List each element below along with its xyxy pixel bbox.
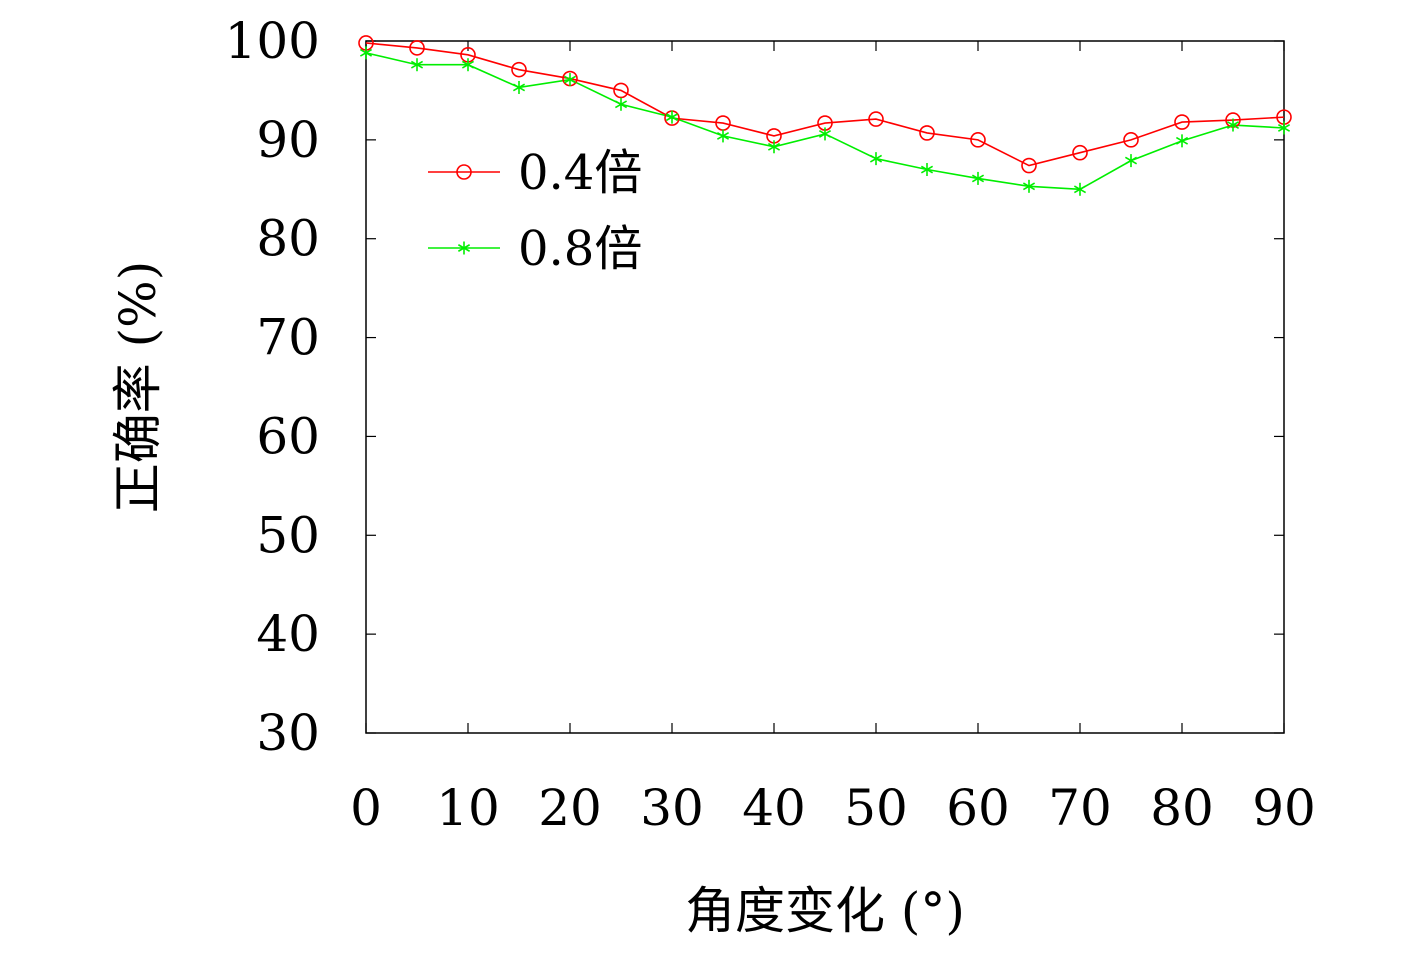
x-tick-label: 10 xyxy=(436,779,500,837)
legend-swatch-marker xyxy=(456,164,472,180)
x-axis-title: 角度变化 (°) xyxy=(685,882,965,940)
data-point-series-2 xyxy=(461,58,475,72)
x-tick-label: 0 xyxy=(350,779,382,837)
y-tick-label: 100 xyxy=(225,12,320,70)
data-point-series-2 xyxy=(920,163,934,177)
legend-item: 0.4倍 xyxy=(428,145,642,201)
data-point-series-2 xyxy=(512,80,526,94)
x-tick-label: 40 xyxy=(742,779,806,837)
data-point-series-2 xyxy=(1124,154,1138,168)
y-axis-title: 正确率 (%) xyxy=(109,261,167,513)
x-tick-label: 30 xyxy=(640,779,704,837)
y-tick-label: 50 xyxy=(256,506,320,564)
data-point-series-2 xyxy=(410,58,424,72)
data-point-series-2 xyxy=(869,152,883,166)
data-point-series-1 xyxy=(1072,144,1088,161)
data-point-series-1 xyxy=(511,61,527,78)
y-tick-label: 40 xyxy=(256,605,320,663)
axis-ticks xyxy=(365,40,1285,734)
data-point-series-1 xyxy=(970,132,986,148)
data-point-series-1 xyxy=(868,111,884,127)
y-tick-label: 90 xyxy=(256,111,320,169)
legend-item: 0.8倍 xyxy=(428,221,642,277)
y-tick-label: 80 xyxy=(256,210,320,268)
data-point-series-2 xyxy=(767,140,781,154)
data-point-series-2 xyxy=(971,171,985,185)
data-point-series-2 xyxy=(1277,121,1291,135)
plot-frame xyxy=(365,40,1285,734)
data-point-series-1 xyxy=(1174,114,1190,130)
y-tick-label: 60 xyxy=(256,407,320,465)
data-point-series-2 xyxy=(716,129,730,143)
x-tick-label: 60 xyxy=(946,779,1010,837)
tick-labels: 0 10 20 30 40 50 60 70 80 90 30 40 50 60 70 80 90 100 xyxy=(225,12,1316,837)
x-tick-label: 50 xyxy=(844,779,908,837)
data-point-series-2 xyxy=(665,110,679,124)
series-line-1 xyxy=(365,42,1285,167)
legend-label: 0.8倍 xyxy=(518,221,642,277)
data-point-series-2 xyxy=(359,46,373,60)
data-point-series-2 xyxy=(614,97,628,111)
x-tick-label: 90 xyxy=(1252,779,1316,837)
data-point-series-1 xyxy=(1021,157,1037,174)
x-tick-label: 80 xyxy=(1150,779,1214,837)
data-point-series-1 xyxy=(919,125,935,141)
x-tick-label: 70 xyxy=(1048,779,1112,837)
legend-swatch-marker xyxy=(457,241,471,255)
data-point-series-1 xyxy=(409,40,425,56)
series-markers xyxy=(358,35,1292,196)
y-tick-label: 30 xyxy=(256,704,320,762)
legend-label: 0.4倍 xyxy=(518,145,642,201)
x-tick-label: 20 xyxy=(538,779,602,837)
data-point-series-2 xyxy=(563,73,577,87)
data-point-series-1 xyxy=(613,82,629,99)
data-point-series-2 xyxy=(1022,179,1036,193)
data-point-series-2 xyxy=(818,127,832,141)
data-point-series-2 xyxy=(1175,134,1189,148)
data-point-series-2 xyxy=(1226,118,1240,132)
series-line-2 xyxy=(365,52,1285,191)
y-tick-label: 70 xyxy=(256,309,320,367)
data-point-series-2 xyxy=(1073,182,1087,196)
data-point-series-1 xyxy=(1123,132,1139,148)
legend: 0.4倍 0.8倍 xyxy=(428,145,642,277)
